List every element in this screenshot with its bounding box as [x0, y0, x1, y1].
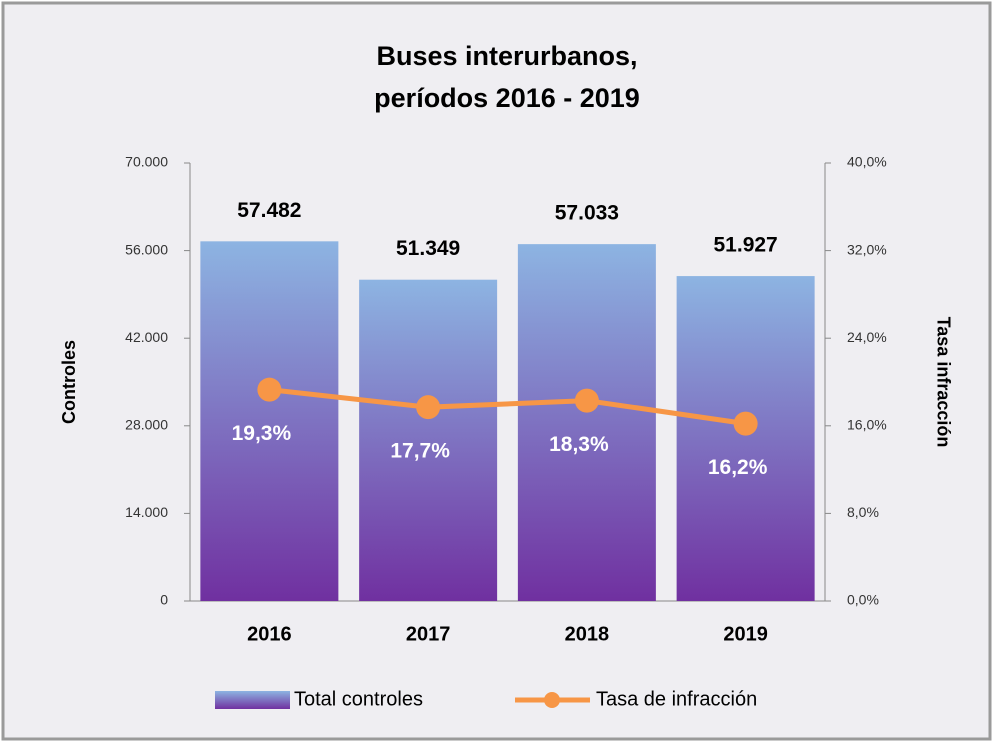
y2-axis-label: Tasa infracción — [933, 317, 953, 448]
x-tick-label: 2017 — [406, 623, 451, 645]
y-tick-label: 14.000 — [125, 504, 168, 520]
bar — [200, 241, 339, 602]
line-value-label: 18,3% — [549, 433, 609, 456]
bar-value-label: 57.482 — [237, 199, 301, 222]
line-marker — [416, 395, 441, 420]
x-tick-label: 2019 — [723, 623, 768, 645]
y-tick-label: 42.000 — [125, 329, 168, 345]
y-axis-label: Controles — [59, 340, 79, 424]
bar — [517, 244, 656, 602]
y-tick-label: 56.000 — [125, 241, 168, 257]
bar — [676, 276, 815, 601]
chart-title: Buses interurbanos, — [376, 41, 637, 71]
legend-label: Tasa de infracción — [596, 688, 757, 710]
legend-label: Total controles — [294, 688, 423, 710]
y2-tick-label: 0,0% — [847, 592, 879, 608]
line-value-label: 17,7% — [390, 440, 450, 463]
line-value-label: 19,3% — [232, 422, 292, 445]
legend-swatch — [215, 691, 290, 709]
bar-value-label: 57.033 — [555, 202, 619, 225]
bar — [359, 279, 498, 601]
x-tick-label: 2018 — [565, 623, 610, 645]
y2-tick-label: 32,0% — [847, 241, 887, 257]
y2-tick-label: 8,0% — [847, 504, 879, 520]
y2-tick-label: 40,0% — [847, 154, 887, 170]
line-marker — [733, 411, 758, 436]
line-marker — [574, 388, 599, 413]
y2-tick-label: 16,0% — [847, 417, 887, 433]
chart-title: períodos 2016 - 2019 — [374, 83, 640, 113]
y-tick-label: 70.000 — [125, 154, 168, 170]
line — [269, 387, 746, 427]
x-tick-label: 2016 — [247, 623, 292, 645]
legend-swatch — [544, 692, 560, 708]
line-marker — [257, 377, 282, 402]
y-tick-label: 28.000 — [125, 417, 168, 433]
y-tick-label: 0 — [160, 592, 168, 608]
line-value-label: 16,2% — [708, 456, 768, 479]
bar-value-label: 51.927 — [714, 234, 778, 257]
bar-value-label: 51.349 — [396, 237, 460, 260]
y2-tick-label: 24,0% — [847, 329, 887, 345]
